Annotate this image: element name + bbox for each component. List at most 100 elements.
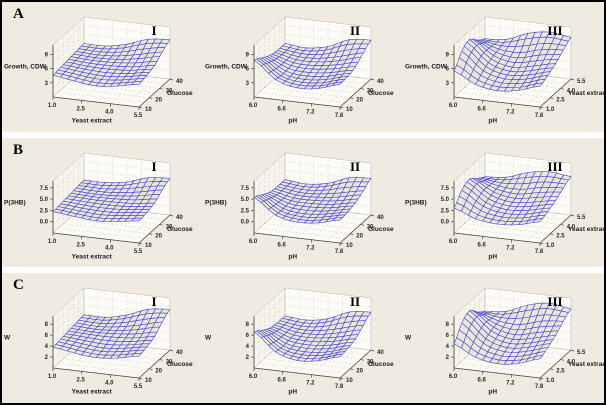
y-tick-label: 4.0	[567, 88, 576, 94]
grid-line	[454, 161, 486, 190]
y-tick-label: 10	[145, 107, 152, 113]
x-tick-label: 5.5	[134, 384, 143, 390]
axis-line	[539, 350, 572, 379]
y-tick-label: 20	[155, 98, 162, 104]
y-tick-mark	[138, 242, 143, 245]
y-tick-mark	[370, 350, 374, 352]
y-tick-mark	[138, 106, 143, 109]
plot-cell-b-iii: 0.0 2.5 5.0 7.5 6.0 6.6 7.2 7.8 1.0 2.5 4.0 5.5 P(3H…	[403, 138, 604, 268]
surface-cell	[332, 216, 343, 221]
surface-plot-B-III: 0.02.55.07.56.06.67.27.81.02.54.05.5P(3H…	[405, 152, 606, 260]
plot-numeral: III	[548, 23, 563, 38]
y-tick-mark	[550, 368, 554, 371]
y-tick-label: 10	[145, 378, 152, 384]
grid-line	[124, 77, 156, 106]
z-tick-label: 6	[245, 67, 249, 73]
grid-line	[267, 206, 300, 235]
grid-line	[511, 211, 543, 240]
grid-line	[67, 206, 99, 235]
z-tick-label: 4	[45, 344, 49, 350]
surface-cell	[131, 81, 142, 85]
z-tick-label: 8	[45, 323, 49, 329]
y-axis-title: Yeast extract	[568, 226, 606, 233]
grid-line	[52, 314, 85, 343]
y-tick-label: 30	[166, 88, 173, 94]
y-tick-mark	[349, 368, 354, 371]
grid-line	[67, 341, 99, 371]
y-tick-label: 30	[166, 360, 173, 366]
row-label-a: A	[13, 6, 24, 22]
grid-line	[525, 77, 558, 106]
z-tick-label: 3	[245, 81, 249, 87]
axis-lines	[253, 180, 371, 244]
plot-numeral: III	[548, 294, 563, 309]
grid-line	[258, 227, 345, 239]
x-tick-label: 4.0	[105, 381, 114, 387]
plot-numeral: II	[350, 159, 360, 174]
grid-line	[73, 78, 160, 89]
surface-plot-C-III: 2 4 6 8 6.0 6.6 7.2 7.81.02.54.05.5 WpH Yeast ext…	[405, 287, 604, 396]
grid-line	[479, 73, 567, 84]
y-tick-mark	[339, 242, 343, 245]
y-tick-mark	[540, 242, 544, 245]
x-axis-title: Yeast extract	[72, 118, 113, 125]
grid-line	[110, 346, 142, 376]
axis-lines	[453, 316, 572, 379]
grid-line	[52, 42, 85, 72]
z-tick-label: 2	[446, 355, 450, 361]
y-tick-label: 20	[155, 233, 162, 239]
y-axis-title: Glucose	[167, 90, 193, 97]
z-tick-label: 5.0	[40, 197, 49, 203]
z-axis-title: P(3HB)	[405, 199, 427, 206]
x-tick-label: 5.5	[134, 113, 143, 119]
y-tick-mark	[550, 233, 554, 235]
x-tick-label: 6.6	[478, 242, 487, 248]
surface-cell	[131, 353, 142, 358]
wireframe-surface	[52, 308, 171, 359]
z-tick-label: 7.5	[441, 185, 450, 191]
panel-b: B 0.0 2.5 5.0 7.5 1.0 2.5 4.0 5.5 10 20 30 40 P(3HB) Y…	[2, 137, 604, 268]
y-tick-mark	[138, 378, 143, 380]
y-tick-label: 1.0	[546, 107, 555, 113]
x-axis-title: pH	[288, 118, 297, 125]
grid-line	[279, 209, 366, 220]
panel-c: C 2 4 6 8 1.0 2.5 4.0 5.5 10 20 30 40 W Yeast extract G…	[2, 273, 604, 403]
y-tick-label: 2.5	[556, 98, 565, 104]
y-tick-label: 4.0	[567, 360, 576, 366]
grid-line	[284, 296, 371, 308]
grid-line	[124, 212, 156, 242]
y-tick-mark	[370, 78, 374, 81]
wireframe-surface	[453, 170, 572, 225]
x-axis-title: pH	[288, 389, 297, 396]
plot-cell-a-iii: 3 6 9 6.0 6.6 7.2 7.8 1.0 2.5 4.0 5.5 Growth, CDW pH…	[403, 2, 604, 132]
x-tick-label: 7.2	[306, 245, 315, 251]
grid-line	[52, 34, 85, 63]
axis-lines	[453, 180, 572, 244]
y-axis-title: Yeast extract	[568, 90, 606, 97]
y-axis-title: Glucose	[167, 361, 193, 368]
grid-line	[78, 344, 165, 356]
y-tick-label: 30	[166, 224, 173, 230]
grid-line	[485, 161, 572, 172]
x-tick-label: 7.8	[334, 113, 343, 119]
grid-line	[52, 161, 85, 190]
plot-row-b: 0.0 2.5 5.0 7.5 1.0 2.5 4.0 5.5 10 20 30 40 P(3HB) Ye…	[2, 138, 604, 268]
wireframe-surface	[253, 311, 371, 362]
y-tick-mark	[360, 359, 364, 362]
axis-line	[138, 350, 171, 379]
z-tick-label: 9	[45, 53, 49, 59]
grid-line	[474, 349, 561, 360]
axis-line	[539, 214, 572, 243]
surface-cell	[131, 217, 142, 221]
y-tick-mark	[560, 359, 564, 362]
plot-cell-a-ii: 3 6 9 6.0 6.6 7.2 7.8 10 20 30 40 Growth, CDW pH Gluc…	[203, 2, 404, 132]
y-tick-label: 10	[346, 107, 353, 113]
z-tick-label: 7.5	[40, 185, 49, 191]
z-tick-label: 0.0	[40, 219, 49, 225]
axis-line	[454, 96, 541, 108]
